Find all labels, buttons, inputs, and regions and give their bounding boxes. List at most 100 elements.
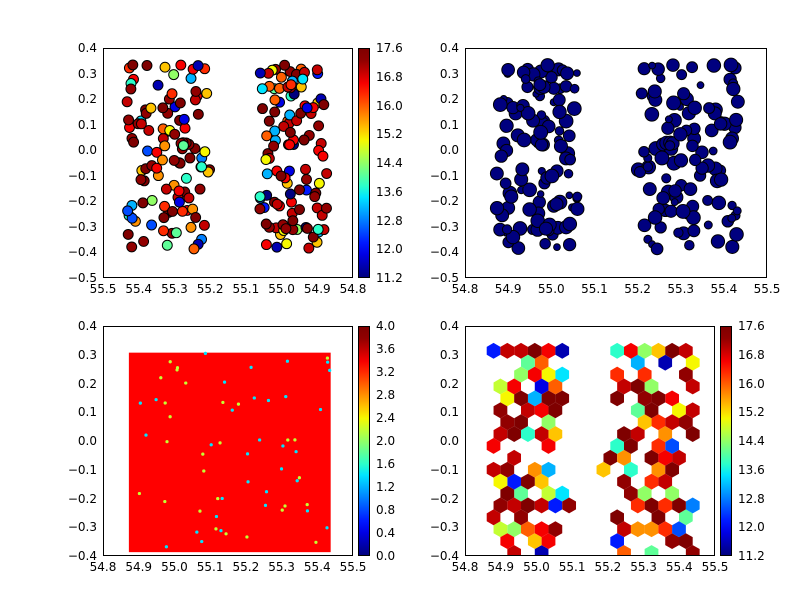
scatter-point [724,58,738,72]
x-tick-label: 55.1 [232,282,259,296]
y-tick-label: 0.3 [55,67,97,81]
scatter-point [193,61,203,71]
hexbin-cell [284,395,287,398]
scatter-point [574,70,581,77]
scatter-point [174,186,184,196]
scatter-point [554,140,567,153]
scatter-point [322,203,332,213]
y-tick-label: −0.2 [55,194,97,208]
y-tick-label: 0.2 [417,92,459,106]
scatter-point [495,150,507,162]
hexbin-cell [258,438,261,441]
scatter-point [537,191,544,198]
scatter-point [167,89,177,99]
hexbin-cell [176,366,179,369]
scatter-point [193,109,203,119]
x-tick-label: 54.9 [125,560,152,574]
hexbin-canvas [104,327,352,555]
scatter-point [566,192,573,199]
y-tick-label: −0.2 [55,492,97,506]
hexbin-cell [296,479,299,482]
scatter-point [314,178,324,188]
scatter-point [139,236,149,246]
hexbin-cell [155,398,158,401]
scatter-point [685,240,695,250]
scatter-point [159,213,169,223]
scatter-point [676,204,690,218]
scatter-point [189,244,199,254]
scatter-point [123,229,133,239]
scatter-point [517,133,531,147]
x-tick-label: 55.5 [754,282,781,296]
hexbin-cell [293,438,296,441]
hexbin-cell [283,504,286,507]
scatter-point [280,60,290,70]
scatter-point [147,220,157,230]
colorbar-tick-label: 12.8 [376,214,403,228]
scatter-point [541,59,554,72]
scatter-point [272,199,282,209]
scatter-point [665,141,675,151]
hexbin-cell [216,497,219,500]
x-tick-label: 54.9 [495,282,522,296]
hexbin-cell [202,469,205,472]
y-tick-label: 0.1 [417,118,459,132]
scatter-point [565,154,576,165]
scatter-point [302,223,312,233]
scatter-point [191,213,201,223]
hexbin-cell [138,492,141,495]
hexbin-cell [159,376,162,379]
x-tick-label: 55.1 [581,282,608,296]
scatter-point [674,128,687,141]
scatter-point [571,202,584,215]
scatter-point [636,88,647,99]
hexbin-fill [129,353,331,553]
hexbin-cell [319,408,322,411]
x-tick-label: 55.2 [594,560,621,574]
scatter-point [534,79,546,91]
scatter-point [573,192,582,201]
scatter-point [712,196,725,209]
scatter-point [179,114,189,124]
colorbar-tick-label: 17.6 [376,41,403,55]
colorbar-tick-label: 0.8 [376,503,395,517]
hex-cell [500,343,514,359]
scatter-point [174,197,184,207]
scatter-point [505,190,518,203]
scatter-point [157,155,167,165]
scatter-point [643,183,656,196]
y-tick-label: −0.2 [417,194,459,208]
colorbar-tick-label: 3.6 [376,342,395,356]
colorbar-tick-label: 16.0 [376,99,403,113]
scatter-point [730,113,743,126]
scatter-point [651,243,663,255]
colorbar-tick-label: 0.0 [376,549,395,563]
scatter-point [728,214,736,222]
scatter-point [312,65,322,75]
y-tick-label: 0.4 [55,41,97,55]
colorbar-tick-label: 16.0 [738,377,765,391]
scatter-point [285,189,295,199]
y-tick-label: −0.3 [417,520,459,534]
hex-cell [645,545,659,555]
scatter-point [138,198,148,208]
scatter-point [540,238,551,249]
scatter-point [648,211,661,224]
scatter-point [302,103,312,113]
scatter-point [175,98,185,108]
panel-bottom-right-hexbin [465,326,715,556]
scatter-point [563,217,576,230]
scatter-point [671,199,678,206]
scatter-point [677,70,687,80]
hex-cell [631,521,645,537]
scatter-point [643,162,652,171]
scatter-point [649,62,656,69]
colorbar-tick-label: 15.2 [376,127,403,141]
scatter-point [282,239,292,249]
scatter-point [555,127,564,136]
scatter-point [502,63,515,76]
scatter-point [186,73,196,83]
scatter-point [258,104,268,114]
hexbin-cell [210,443,213,446]
x-tick-label: 55.0 [538,282,565,296]
